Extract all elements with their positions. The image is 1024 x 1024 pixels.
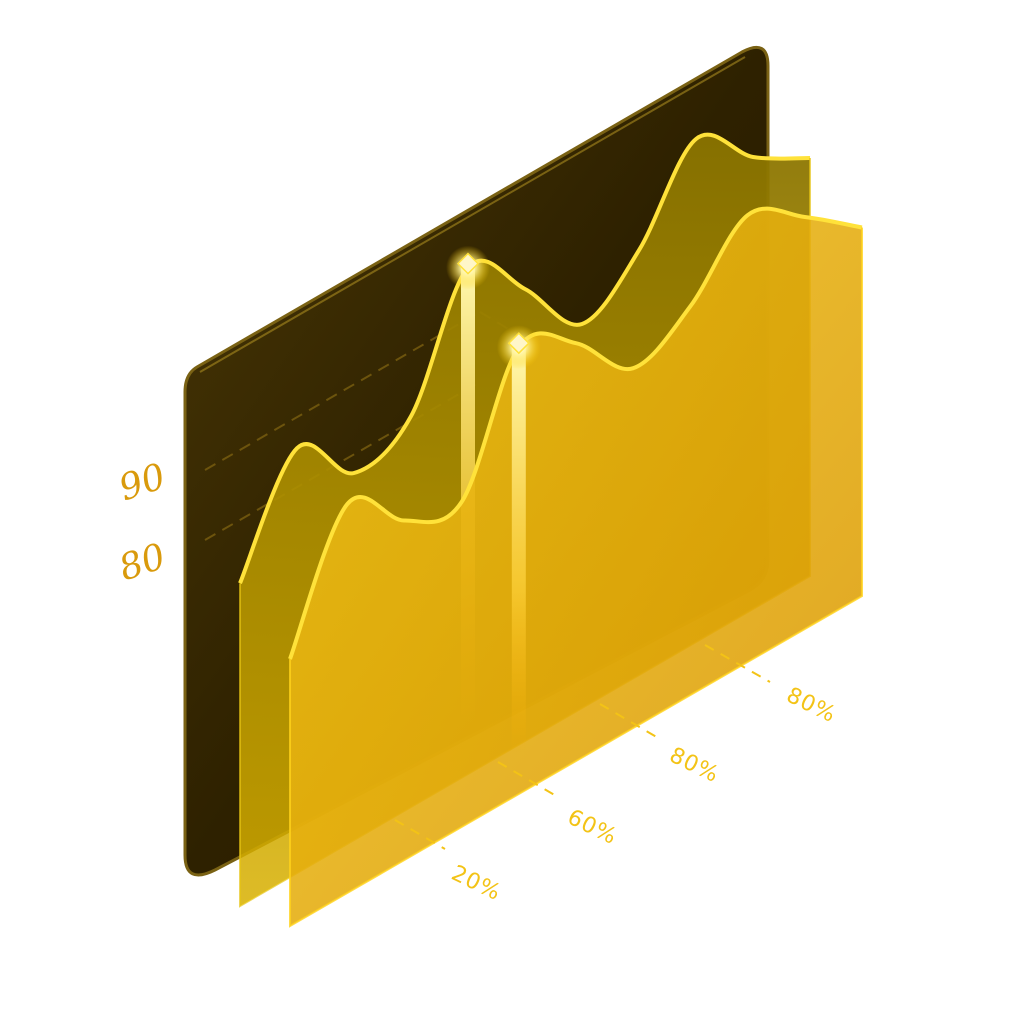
y-tick-label-80: 80: [114, 536, 170, 589]
front-highlight-marker: [507, 332, 530, 355]
floor-tick-line-3: [599, 703, 661, 740]
back-highlight-marker: [456, 252, 480, 275]
gridline-90: [204, 311, 481, 471]
front-area-outline: [288, 206, 863, 660]
front-highlight: [496, 325, 541, 754]
front-layer-frame: [289, 227, 863, 928]
back-area-outline: [238, 132, 811, 584]
x-tick-label-1: 20%: [447, 861, 505, 906]
floor-ticks: [394, 644, 771, 850]
x-tick-label-4: 80%: [782, 683, 840, 728]
front-highlight-beam: [511, 347, 526, 754]
floor-tick-line-4: [704, 644, 771, 683]
y-tick-label-90: 90: [114, 456, 170, 509]
x-tick-label-2: 60%: [563, 805, 621, 850]
series-front: [288, 206, 863, 928]
front-area-fill: [290, 208, 862, 927]
floor-tick-line-2: [497, 761, 559, 798]
x-tick-label-3: 80%: [665, 743, 723, 788]
floor-tick-line-1: [394, 819, 446, 850]
